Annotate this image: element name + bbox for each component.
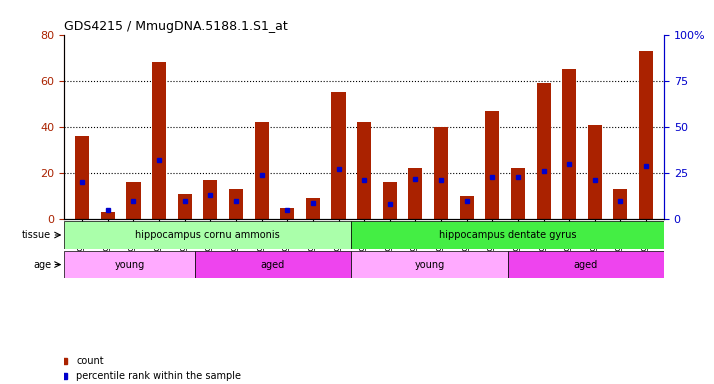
Bar [613, 189, 628, 219]
Text: count: count [76, 356, 104, 366]
Bar [434, 127, 448, 219]
Bar [126, 182, 141, 219]
Bar [357, 122, 371, 219]
Bar [460, 196, 473, 219]
Text: aged: aged [261, 260, 285, 270]
Bar [536, 83, 550, 219]
Bar [229, 189, 243, 219]
Bar [101, 212, 115, 219]
Text: GDS4215 / MmugDNA.5188.1.S1_at: GDS4215 / MmugDNA.5188.1.S1_at [64, 20, 288, 33]
Bar [511, 169, 525, 219]
Text: young: young [114, 260, 144, 270]
Bar [588, 124, 602, 219]
Bar [152, 62, 166, 219]
Bar [64, 221, 351, 249]
Text: tissue: tissue [22, 230, 51, 240]
Bar [351, 251, 508, 278]
Bar [639, 51, 653, 219]
Bar [306, 199, 320, 219]
Bar [255, 122, 268, 219]
Bar [195, 251, 351, 278]
Bar [64, 251, 195, 278]
Bar [203, 180, 217, 219]
Bar [331, 92, 346, 219]
Text: age: age [33, 260, 51, 270]
Text: hippocampus dentate gyrus: hippocampus dentate gyrus [439, 230, 576, 240]
Text: percentile rank within the sample: percentile rank within the sample [76, 371, 241, 381]
Bar [75, 136, 89, 219]
Bar [562, 69, 576, 219]
Bar [408, 169, 423, 219]
Bar [383, 182, 397, 219]
Text: young: young [414, 260, 444, 270]
Text: aged: aged [573, 260, 598, 270]
Bar [280, 208, 294, 219]
Bar [508, 251, 664, 278]
Bar [486, 111, 499, 219]
Bar [178, 194, 192, 219]
Text: hippocampus cornu ammonis: hippocampus cornu ammonis [136, 230, 280, 240]
Bar [351, 221, 664, 249]
